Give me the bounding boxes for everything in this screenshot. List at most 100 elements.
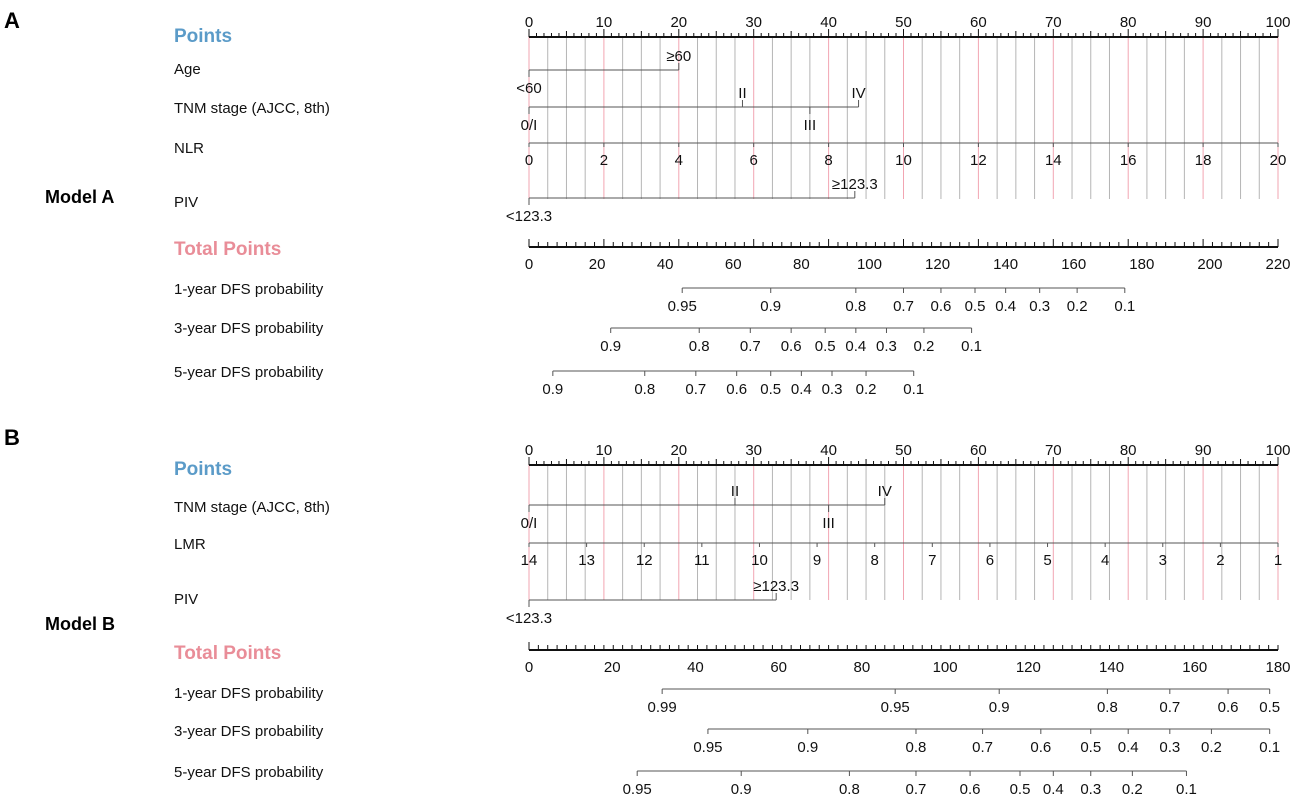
panel-a-var-age-level-label: <60 xyxy=(516,80,541,97)
panel-a-outcome-3yr-tick-label: 0.6 xyxy=(781,338,802,355)
panel-a-outcome-5yr-tick-label: 0.3 xyxy=(822,381,843,398)
panel-b-var-lmr-tick-label: 3 xyxy=(1159,552,1167,569)
panel-b-outcome-3yr-label: 3-year DFS probability xyxy=(174,723,324,740)
panel-b-outcome-3yr-tick-label: 0.1 xyxy=(1259,739,1280,756)
panel-b-outcome-5yr-tick-label: 0.2 xyxy=(1122,781,1143,798)
panel-b-var-lmr-tick-label: 8 xyxy=(871,552,879,569)
panel-a-var-nlr-tick-label: 4 xyxy=(675,152,683,169)
panel-a-total-points-tick-label: 140 xyxy=(993,256,1018,273)
panel-a-outcome-3yr-tick-label: 0.7 xyxy=(740,338,761,355)
panel-a-var-tnm-level-label: IV xyxy=(851,85,865,102)
panel-a-var-nlr-tick-label: 18 xyxy=(1195,152,1212,169)
panel-b-points-tick-label: 40 xyxy=(820,442,837,459)
panel-b-total-points-tick-label: 140 xyxy=(1099,659,1124,676)
panel-a-outcome-5yr-tick-label: 0.1 xyxy=(903,381,924,398)
panel-a-var-nlr-tick-label: 0 xyxy=(525,152,533,169)
panel-b-total-points-tick-label: 0 xyxy=(525,659,533,676)
panel-b-var-lmr-tick-label: 10 xyxy=(751,552,768,569)
panel-b-outcome-5yr-tick-label: 0.1 xyxy=(1176,781,1197,798)
panel-b-var-tnm-level-label: II xyxy=(731,483,739,500)
panel-b-points-tick-label: 90 xyxy=(1195,442,1212,459)
panel-b-outcome-1yr-tick-label: 0.99 xyxy=(648,699,677,716)
panel-b-var-piv-level-label: <123.3 xyxy=(506,610,552,627)
panel-b-outcome-5yr-tick-label: 0.5 xyxy=(1010,781,1031,798)
panel-a-total-points-tick-label: 220 xyxy=(1265,256,1290,273)
panel-b-var-lmr-tick-label: 4 xyxy=(1101,552,1109,569)
panel-a-outcome-1yr-tick-label: 0.8 xyxy=(845,298,866,315)
panel-a-outcome-5yr-tick-label: 0.7 xyxy=(685,381,706,398)
panel-a-total-points-tick-label: 80 xyxy=(793,256,810,273)
panel-b-points-tick-label: 60 xyxy=(970,442,987,459)
panel-b-points-tick-label: 100 xyxy=(1265,442,1290,459)
panel-b-outcome-5yr-tick-label: 0.7 xyxy=(906,781,927,798)
panel-a-outcome-3yr-tick-label: 0.8 xyxy=(689,338,710,355)
panel-a-points-tick-label: 70 xyxy=(1045,14,1062,31)
panel-b-outcome-5yr-tick-label: 0.95 xyxy=(623,781,652,798)
panel-b-var-tnm-level-label: III xyxy=(822,515,835,532)
panel-b-var-lmr-tick-label: 6 xyxy=(986,552,994,569)
panel-b-var-lmr-tick-label: 7 xyxy=(928,552,936,569)
panel-a-var-tnm-level-label: 0/I xyxy=(521,117,538,134)
panel-b-var-lmr-tick-label: 14 xyxy=(521,552,538,569)
panel-b-total-points-tick-label: 120 xyxy=(1016,659,1041,676)
panel-b-total-points-tick-label: 100 xyxy=(933,659,958,676)
panel-b-var-lmr-tick-label: 1 xyxy=(1274,552,1282,569)
panel-b-outcome-3yr-tick-label: 0.6 xyxy=(1030,739,1051,756)
panel-a-points-tick-label: 80 xyxy=(1120,14,1137,31)
panel-a-var-piv-label: PIV xyxy=(174,194,198,211)
panel-a-total-points-tick-label: 60 xyxy=(725,256,742,273)
panel-b-points-tick-label: 80 xyxy=(1120,442,1137,459)
panel-a-outcome-1yr-tick-label: 0.7 xyxy=(893,298,914,315)
panel-a-var-nlr-tick-label: 10 xyxy=(895,152,912,169)
panel-a-points-label: Points xyxy=(174,26,232,47)
panel-a-var-nlr-tick-label: 20 xyxy=(1270,152,1287,169)
panel-b-outcome-1yr-tick-label: 0.6 xyxy=(1218,699,1239,716)
panel-b-var-tnm-level-label: IV xyxy=(878,483,892,500)
panel-b-total-points-tick-label: 160 xyxy=(1182,659,1207,676)
panel-a-var-nlr-tick-label: 8 xyxy=(824,152,832,169)
panel-b-outcome-3yr-tick-label: 0.5 xyxy=(1080,739,1101,756)
panel-b-var-tnm-label: TNM stage (AJCC, 8th) xyxy=(174,499,330,516)
panel-b-var-tnm-level-label: 0/I xyxy=(521,515,538,532)
panel-a-outcome-1yr-tick-label: 0.5 xyxy=(965,298,986,315)
panel-a-points-tick-label: 60 xyxy=(970,14,987,31)
panel-a-total-points-tick-label: 40 xyxy=(657,256,674,273)
panel-a-outcome-5yr-tick-label: 0.6 xyxy=(726,381,747,398)
panel-a-total-points-tick-label: 200 xyxy=(1197,256,1222,273)
panel-a-total-points-tick-label: 0 xyxy=(525,256,533,273)
panel-b-outcome-1yr-label: 1-year DFS probability xyxy=(174,685,324,702)
panel-b-outcome-5yr-tick-label: 0.4 xyxy=(1043,781,1064,798)
panel-a-outcome-3yr-tick-label: 0.2 xyxy=(913,338,934,355)
panel-a-points-tick-label: 0 xyxy=(525,14,533,31)
panel-a-outcome-3yr-tick-label: 0.4 xyxy=(845,338,866,355)
panel-b-var-lmr-label: LMR xyxy=(174,536,206,553)
panel-b-points-label: Points xyxy=(174,459,232,480)
panel-a-var-tnm-label: TNM stage (AJCC, 8th) xyxy=(174,100,330,117)
panel-a-points-tick-label: 100 xyxy=(1265,14,1290,31)
panel-a-total-points-tick-label: 100 xyxy=(857,256,882,273)
panel-a-points-tick-label: 40 xyxy=(820,14,837,31)
panel-a-var-piv-level-label: ≥123.3 xyxy=(832,176,878,193)
panel-b-total-points-tick-label: 60 xyxy=(770,659,787,676)
panel-a-outcome-5yr-tick-label: 0.8 xyxy=(634,381,655,398)
panel-a-outcome-1yr-tick-label: 0.4 xyxy=(995,298,1016,315)
panel-a-points-tick-label: 20 xyxy=(670,14,687,31)
panel-a-outcome-1yr-tick-label: 0.95 xyxy=(668,298,697,315)
panel-b-outcome-3yr-tick-label: 0.3 xyxy=(1159,739,1180,756)
panel-a-outcome-5yr-tick-label: 0.5 xyxy=(760,381,781,398)
panel-a-points-tick-label: 10 xyxy=(596,14,613,31)
panel-b-var-lmr-tick-label: 9 xyxy=(813,552,821,569)
panel-b-total-points-label: Total Points xyxy=(174,643,281,664)
panel-b-outcome-5yr-tick-label: 0.6 xyxy=(960,781,981,798)
panel-b-points-tick-label: 0 xyxy=(525,442,533,459)
panel-b-outcome-1yr-tick-label: 0.95 xyxy=(881,699,910,716)
panel-a-total-points-label: Total Points xyxy=(174,239,281,260)
panel-b-outcome-3yr-tick-label: 0.8 xyxy=(906,739,927,756)
panel-b-var-lmr-tick-label: 11 xyxy=(694,552,710,569)
panel-a-outcome-1yr-label: 1-year DFS probability xyxy=(174,281,324,298)
panel-a-outcome-5yr-label: 5-year DFS probability xyxy=(174,364,324,381)
panel-a-outcome-5yr-tick-label: 0.9 xyxy=(542,381,563,398)
panel-a-points-tick-label: 30 xyxy=(745,14,762,31)
